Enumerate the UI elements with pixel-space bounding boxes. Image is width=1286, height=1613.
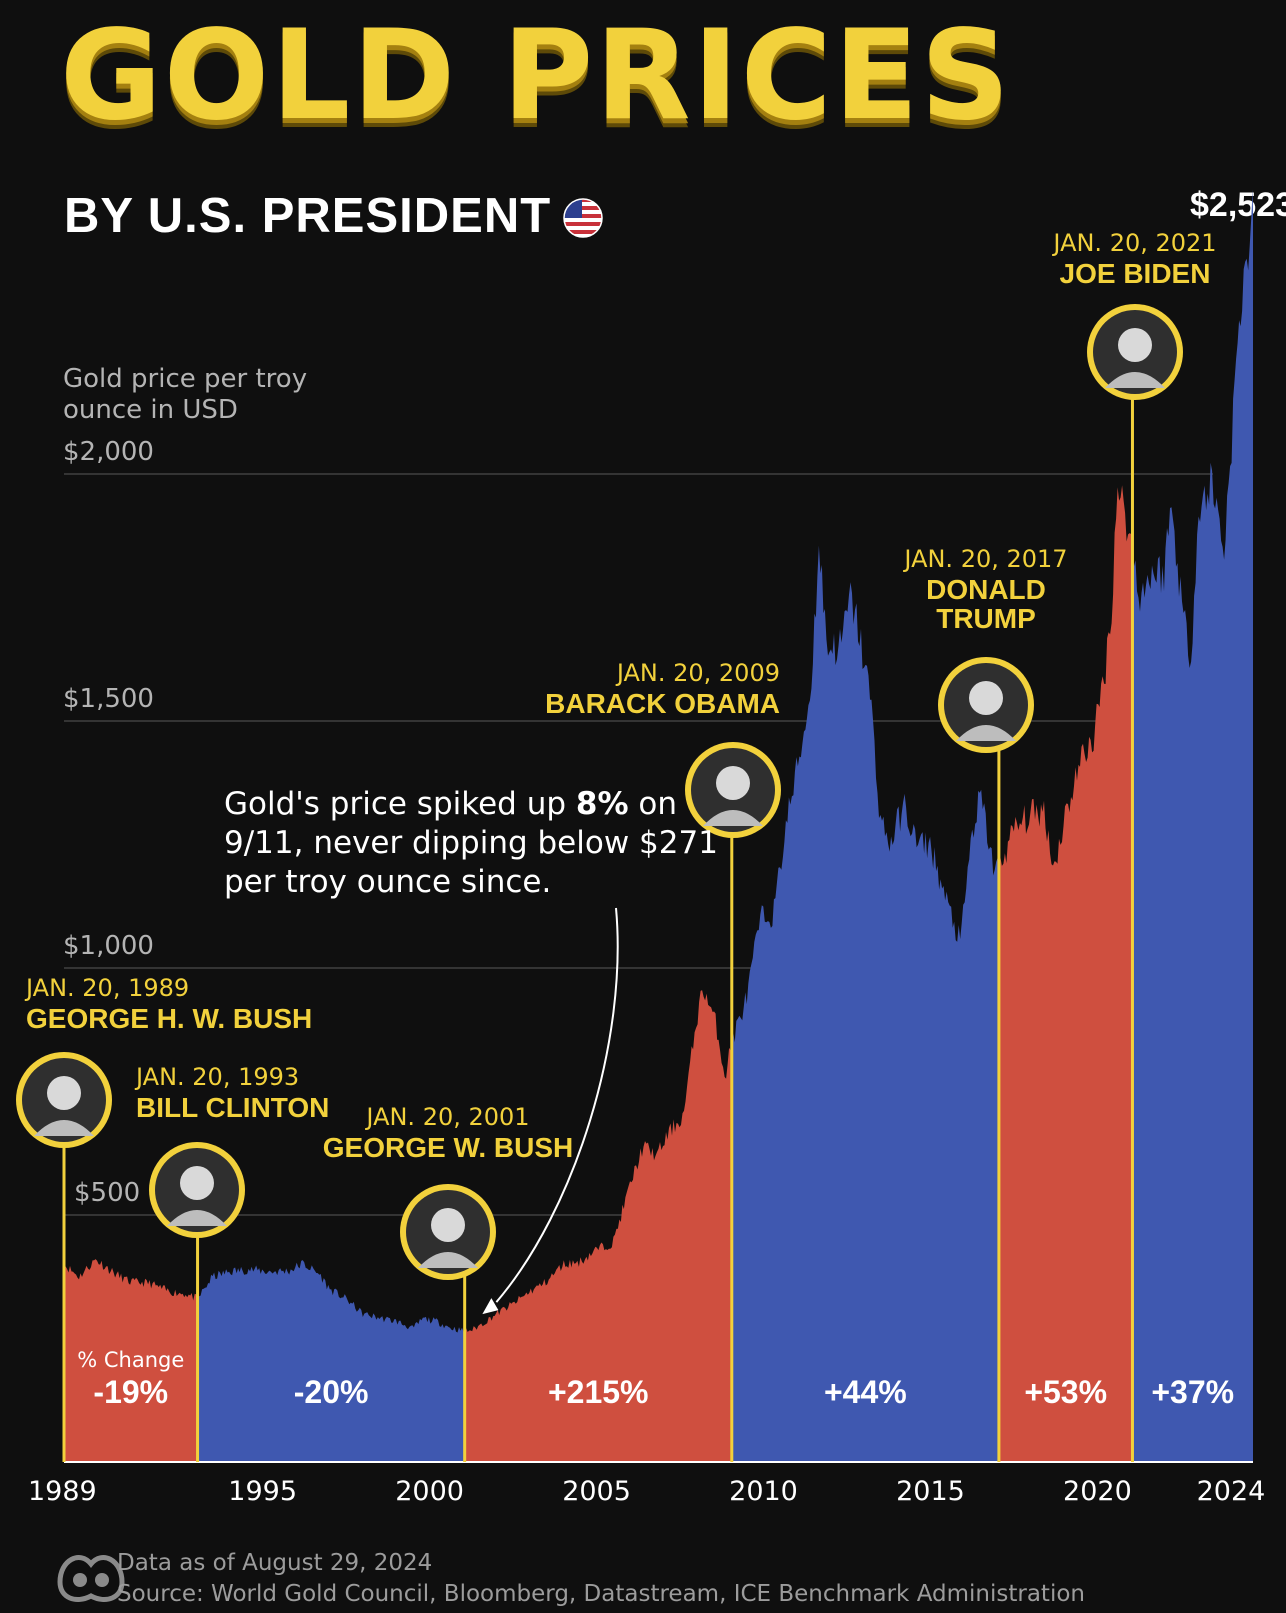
- percent-change-label: +37%: [1151, 1374, 1234, 1410]
- x-tick-label: 1989: [28, 1476, 97, 1507]
- portrait-head-icon: [431, 1208, 465, 1242]
- x-tick-label: 2005: [562, 1476, 631, 1507]
- y-tick-label: $2,000: [63, 437, 154, 467]
- portrait-head-icon: [969, 681, 1003, 715]
- us-flag-icon: [563, 198, 603, 238]
- portrait-shoulders-icon: [956, 725, 1016, 741]
- term-area: [64, 1259, 198, 1462]
- term-area: [731, 545, 999, 1462]
- annotation-arrow-head: [482, 1298, 499, 1315]
- term-area: [1132, 189, 1253, 1462]
- portrait-shoulders-icon: [703, 810, 763, 826]
- percent-change-label: -20%: [294, 1374, 369, 1410]
- portrait-head-icon: [47, 1076, 81, 1110]
- last-value-label: $2,523: [1190, 186, 1286, 224]
- portrait-shoulders-icon: [167, 1210, 227, 1226]
- footer: Data as of August 29, 2024 Source: World…: [117, 1548, 1085, 1610]
- price-area: [64, 189, 1253, 1463]
- term-area: [998, 485, 1133, 1462]
- portrait-head-icon: [1118, 328, 1152, 362]
- x-tick-label: 2015: [896, 1476, 965, 1507]
- percent-change-header: % Change: [77, 1348, 184, 1372]
- percent-change-label: -19%: [93, 1374, 168, 1410]
- page-subtitle: BY U.S. PRESIDENT: [64, 189, 552, 243]
- y-tick-label: $1,000: [63, 931, 154, 961]
- x-tick-label: 2020: [1063, 1476, 1132, 1507]
- y-tick-label: $500: [74, 1178, 140, 1208]
- portrait-head-icon: [180, 1166, 214, 1200]
- annotation-arrow: [482, 907, 619, 1315]
- x-tick-labels: 1989 1995 2000 2005 2010 2015 2020 2024: [28, 1476, 1265, 1507]
- annotation-bold: 8%: [575, 786, 629, 822]
- president-name: GEORGE W. BUSH: [323, 1132, 573, 1163]
- percent-change-label: +53%: [1024, 1374, 1107, 1410]
- data-date: Data as of August 29, 2024: [117, 1550, 433, 1576]
- x-tick-label: 2010: [729, 1476, 798, 1507]
- portrait-shoulders-icon: [34, 1120, 94, 1136]
- president-name: DONALD: [926, 574, 1046, 605]
- percent-change-labels: % Change-19% -20% +215% +44% +53% +37%: [77, 1348, 1234, 1410]
- president-date: JAN. 20, 2021: [1051, 229, 1216, 257]
- source-line: Source: World Gold Council, Bloomberg, D…: [117, 1581, 1085, 1607]
- x-tick-label: 2024: [1197, 1476, 1266, 1507]
- president-name: BILL CLINTON: [136, 1092, 329, 1123]
- president-date: JAN. 20, 1989: [24, 974, 189, 1002]
- percent-change-label: +215%: [548, 1374, 649, 1410]
- term-area: [464, 990, 732, 1462]
- y-tick-label: $1,500: [63, 684, 154, 714]
- page-title: GOLD PRICES: [60, 4, 1012, 148]
- annotation-arrow-line: [495, 907, 619, 1303]
- term-area: [197, 1260, 465, 1462]
- president-name: JOE BIDEN: [1060, 258, 1211, 289]
- president-date: JAN. 20, 2017: [902, 545, 1067, 573]
- y-tick-labels: $500 $1,000 $1,500 $2,000: [63, 437, 154, 1208]
- president-date: JAN. 20, 2009: [615, 659, 780, 687]
- president-date: JAN. 20, 1993: [134, 1063, 299, 1091]
- annotation-text-1: Gold's price spiked up: [224, 786, 576, 822]
- y-axis-title: Gold price per troy ounce in USD: [63, 364, 308, 425]
- portrait-shoulders-icon: [418, 1252, 478, 1268]
- president-name: GEORGE H. W. BUSH: [26, 1003, 312, 1034]
- portrait-shoulders-icon: [1105, 372, 1165, 388]
- x-tick-label: 2000: [395, 1476, 464, 1507]
- annotation-911: Gold's price spiked up 8% on 9/11, never…: [224, 785, 744, 902]
- president-date: JAN. 20, 2001: [364, 1103, 529, 1131]
- visual-capitalist-logo-icon: [57, 1555, 125, 1602]
- annotation-text-2: on 9/11, never dipping below $271 per tr…: [224, 786, 718, 900]
- x-tick-label: 1995: [228, 1476, 297, 1507]
- president-name: TRUMP: [936, 603, 1036, 634]
- president-name: BARACK OBAMA: [545, 688, 780, 719]
- percent-change-label: +44%: [824, 1374, 907, 1410]
- portrait-head-icon: [716, 766, 750, 800]
